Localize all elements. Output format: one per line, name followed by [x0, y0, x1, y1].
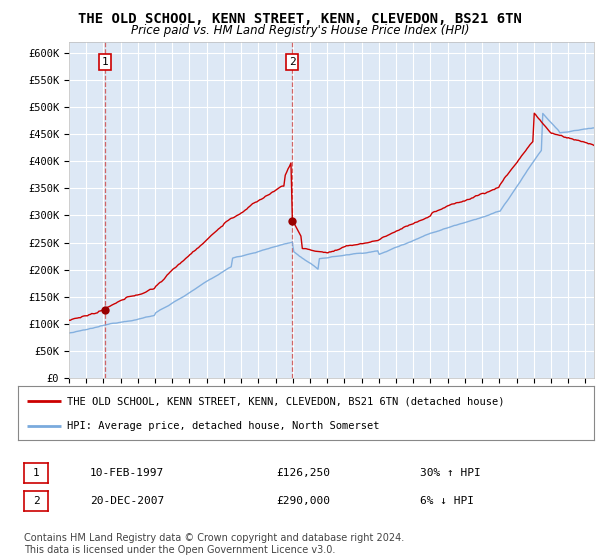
Text: 30% ↑ HPI: 30% ↑ HPI [420, 468, 481, 478]
Text: 1: 1 [32, 468, 40, 478]
Text: 2: 2 [289, 57, 296, 67]
Text: 6% ↓ HPI: 6% ↓ HPI [420, 496, 474, 506]
Text: £126,250: £126,250 [276, 468, 330, 478]
Text: 2: 2 [32, 496, 40, 506]
Text: £290,000: £290,000 [276, 496, 330, 506]
Text: 1: 1 [102, 57, 109, 67]
Text: 20-DEC-2007: 20-DEC-2007 [90, 496, 164, 506]
Text: THE OLD SCHOOL, KENN STREET, KENN, CLEVEDON, BS21 6TN (detached house): THE OLD SCHOOL, KENN STREET, KENN, CLEVE… [67, 396, 505, 407]
Text: HPI: Average price, detached house, North Somerset: HPI: Average price, detached house, Nort… [67, 421, 379, 431]
Text: Price paid vs. HM Land Registry's House Price Index (HPI): Price paid vs. HM Land Registry's House … [131, 24, 469, 37]
Text: Contains HM Land Registry data © Crown copyright and database right 2024.
This d: Contains HM Land Registry data © Crown c… [24, 533, 404, 555]
Text: THE OLD SCHOOL, KENN STREET, KENN, CLEVEDON, BS21 6TN: THE OLD SCHOOL, KENN STREET, KENN, CLEVE… [78, 12, 522, 26]
Text: 10-FEB-1997: 10-FEB-1997 [90, 468, 164, 478]
